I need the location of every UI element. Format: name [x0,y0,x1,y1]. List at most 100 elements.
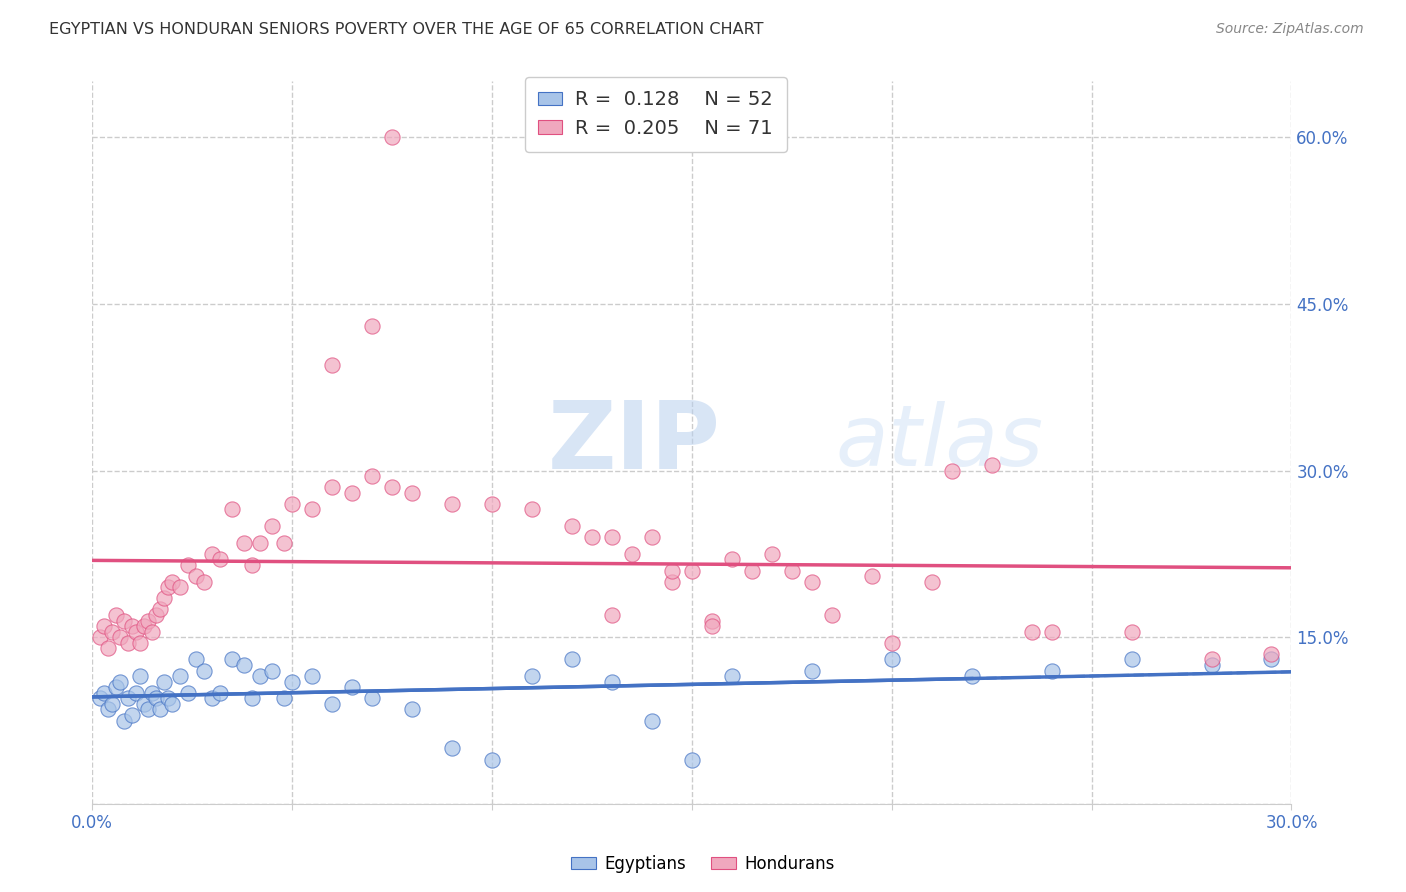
Point [129,669,152,683]
Point [520,502,543,516]
Point [89,691,111,706]
Point [157,691,180,706]
Point [401,485,423,500]
Point [520,669,543,683]
Point [169,580,191,594]
Point [1121,624,1143,639]
Point [1121,652,1143,666]
Point [361,318,384,333]
Text: EGYPTIAN VS HONDURAN SENIORS POVERTY OVER THE AGE OF 65 CORRELATION CHART: EGYPTIAN VS HONDURAN SENIORS POVERTY OVE… [49,22,763,37]
Point [440,741,463,756]
Point [720,552,742,566]
Point [321,358,343,372]
Point [97,641,120,656]
Point [93,686,115,700]
Point [661,574,683,589]
Point [641,714,664,728]
Point [800,574,823,589]
Point [112,614,135,628]
Point [117,636,139,650]
Point [209,686,232,700]
Point [941,463,963,477]
Point [101,624,124,639]
Point [860,569,883,583]
Point [221,652,243,666]
Point [301,669,323,683]
Point [361,691,384,706]
Point [145,607,167,622]
Point [93,619,115,633]
Point [321,697,343,711]
Point [681,752,703,766]
Point [741,564,763,578]
Point [800,664,823,678]
Point [440,497,463,511]
Point [581,530,603,544]
Point [700,614,723,628]
Point [108,630,131,644]
Point [880,652,903,666]
Point [136,702,159,716]
Point [177,686,200,700]
Point [193,574,215,589]
Point [821,607,844,622]
Point [600,607,623,622]
Point [561,519,583,533]
Point [160,697,183,711]
Point [193,664,215,678]
Point [240,691,263,706]
Point [301,502,323,516]
Point [1201,652,1223,666]
Point [153,674,176,689]
Point [481,497,503,511]
Point [105,607,128,622]
Point [381,480,404,494]
Point [184,569,207,583]
Point [97,702,120,716]
Point [169,669,191,683]
Point [157,580,180,594]
Point [129,636,152,650]
Text: Source: ZipAtlas.com: Source: ZipAtlas.com [1216,22,1364,37]
Legend: Egyptians, Hondurans: Egyptians, Hondurans [564,848,842,880]
Point [600,530,623,544]
Point [1021,624,1043,639]
Point [184,652,207,666]
Point [720,669,742,683]
Text: ZIP: ZIP [548,397,721,489]
Point [681,564,703,578]
Point [960,669,983,683]
Point [401,702,423,716]
Point [262,519,284,533]
Point [117,691,139,706]
Point [321,480,343,494]
Legend: R =  0.128    N = 52, R =  0.205    N = 71: R = 0.128 N = 52, R = 0.205 N = 71 [524,77,787,152]
Point [134,697,156,711]
Point [240,558,263,572]
Point [273,535,295,549]
Point [233,535,256,549]
Point [281,674,304,689]
Point [249,535,271,549]
Point [1201,658,1223,673]
Point [561,652,583,666]
Point [661,564,683,578]
Point [101,697,124,711]
Point [249,669,271,683]
Point [105,680,128,694]
Point [880,636,903,650]
Point [381,130,404,145]
Point [121,708,143,723]
Text: atlas: atlas [835,401,1043,484]
Point [209,552,232,566]
Point [134,619,156,633]
Point [340,680,363,694]
Point [121,619,143,633]
Point [361,469,384,483]
Point [125,686,148,700]
Point [761,547,783,561]
Point [273,691,295,706]
Point [1040,664,1063,678]
Point [262,664,284,678]
Point [700,619,723,633]
